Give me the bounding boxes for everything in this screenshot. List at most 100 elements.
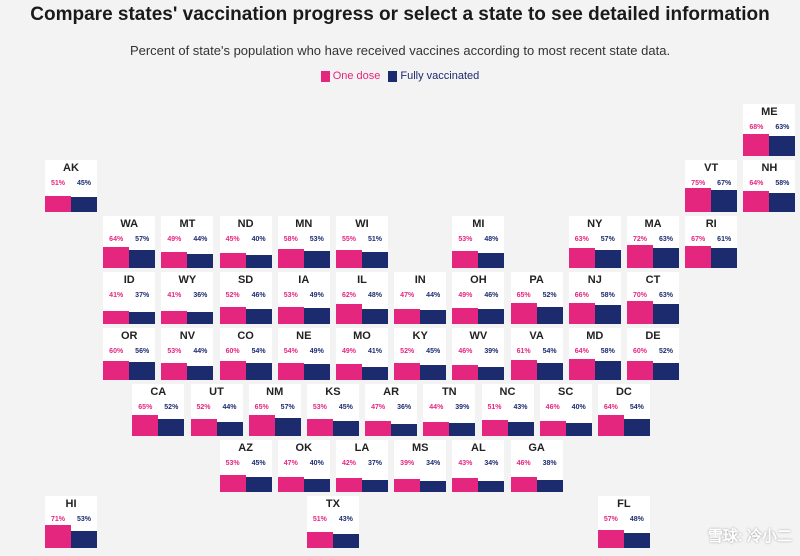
state-tile-wa[interactable]: WA 64% 57% [103,216,156,268]
state-tile-nj[interactable]: NJ 66% 58% [568,272,621,324]
state-tile-tx[interactable]: TX 51% 43% [306,496,359,548]
state-tile-ga[interactable]: GA 46% 38% [510,440,563,492]
state-tile-az[interactable]: AZ 53% 45% [219,440,272,492]
state-tile-id[interactable]: ID 41% 37% [103,272,156,324]
state-tile-or[interactable]: OR 60% 56% [103,328,156,380]
state-tile-ms[interactable]: MS 39% 34% [394,440,447,492]
state-label-de: DE [645,330,661,342]
value-one-dose-ia: 53% [283,292,298,299]
state-tile-ny[interactable]: NY 63% 57% [568,216,621,268]
state-tile-dc[interactable]: DC 64% 54% [597,384,650,436]
bar-one-dose-sc [539,421,566,436]
state-tile-nm[interactable]: NM 65% 57% [248,384,301,436]
value-fully-vaccinated-fl: 48% [629,516,644,523]
bar-fully-vaccinated-al [478,481,505,492]
state-tile-nd[interactable]: ND 45% 40% [219,216,272,268]
value-one-dose-id: 41% [109,292,124,299]
state-tile-ar[interactable]: AR 47% 36% [365,384,418,436]
state-tile-mn[interactable]: MN 58% 53% [277,216,330,268]
state-tile-ak[interactable]: AK 51% 45% [45,160,97,212]
bar-one-dose-de [627,361,653,380]
value-one-dose-ak: 51% [50,180,65,187]
value-fully-vaccinated-mt: 44% [193,236,208,243]
state-tile-nc[interactable]: NC 51% 43% [481,384,534,436]
state-tile-co[interactable]: CO 60% 54% [219,328,272,380]
state-tile-ct[interactable]: CT 70% 63% [627,272,679,324]
state-label-tx: TX [325,498,340,510]
state-tile-ne[interactable]: NE 54% 49% [277,328,330,380]
state-label-ut: UT [209,386,224,398]
state-tile-sc[interactable]: SC 46% 40% [539,384,592,436]
bar-one-dose-oh [452,308,479,324]
state-tile-ma[interactable]: MA 72% 63% [627,216,679,268]
bar-one-dose-me [743,134,770,156]
value-one-dose-la: 42% [341,460,356,467]
state-tile-in[interactable]: IN 47% 44% [394,272,447,324]
state-tile-md[interactable]: MD 64% 58% [568,328,621,380]
value-fully-vaccinated-wv: 39% [484,348,499,355]
value-one-dose-ky: 52% [400,348,415,355]
state-label-ms: MS [411,442,429,454]
state-tile-il[interactable]: IL 62% 48% [336,272,388,324]
state-label-md: MD [586,330,604,342]
state-tile-ut[interactable]: UT 52% 44% [190,384,243,436]
state-tile-mi[interactable]: MI 53% 48% [452,216,505,268]
value-one-dose-mi: 53% [458,236,473,243]
state-label-nc: NC [499,386,516,398]
state-tile-ia[interactable]: IA 53% 49% [277,272,330,324]
state-tile-oh[interactable]: OH 49% 46% [452,272,505,324]
state-tile-mo[interactable]: MO 49% 41% [336,328,388,380]
state-tile-de[interactable]: DE 60% 52% [627,328,679,380]
state-tile-nv[interactable]: NV 53% 44% [161,328,214,380]
state-tile-la[interactable]: LA 42% 37% [336,440,388,492]
legend-item-fully-vaccinated[interactable]: Fully vaccinated [388,70,479,82]
value-fully-vaccinated-ms: 34% [426,460,441,467]
bar-fully-vaccinated-wv [478,367,505,380]
bar-one-dose-al [452,478,479,492]
state-label-co: CO [237,330,254,342]
state-tile-tn[interactable]: TN 44% 39% [423,384,476,436]
state-label-ne: NE [296,330,312,342]
bar-fully-vaccinated-ny [594,250,621,268]
state-tile-al[interactable]: AL 43% 34% [452,440,505,492]
state-tile-vt[interactable]: VT 75% 67% [685,160,738,212]
value-one-dose-ms: 39% [400,460,415,467]
state-tile-fl[interactable]: FL 57% 48% [597,496,650,548]
bar-fully-vaccinated-ok [303,479,330,492]
value-fully-vaccinated-nc: 43% [513,404,528,411]
legend-item-one-dose[interactable]: One dose [320,70,380,82]
state-tile-ok[interactable]: OK 47% 40% [277,440,330,492]
state-tile-wv[interactable]: WV 46% 39% [452,328,505,380]
state-tile-ca[interactable]: CA 65% 52% [132,384,185,436]
state-tile-wi[interactable]: WI 55% 51% [336,216,388,268]
bar-one-dose-sd [219,307,246,324]
value-one-dose-ri: 67% [691,236,706,243]
state-label-mi: MI [472,218,485,230]
value-one-dose-nh: 64% [749,180,764,187]
value-one-dose-wi: 55% [341,236,356,243]
state-label-ga: GA [528,442,545,454]
state-tile-sd[interactable]: SD 52% 46% [219,272,272,324]
state-tile-ri[interactable]: RI 67% 61% [685,216,738,268]
state-label-tn: TN [441,386,457,398]
state-tile-va[interactable]: VA 61% 54% [510,328,563,380]
bar-fully-vaccinated-ak [71,197,97,212]
state-tile-mt[interactable]: MT 49% 44% [161,216,214,268]
bar-fully-vaccinated-ut [216,422,243,436]
state-tile-ks[interactable]: KS 53% 45% [306,384,359,436]
value-fully-vaccinated-ak: 45% [76,180,91,187]
state-tile-nh[interactable]: NH 64% 58% [743,160,796,212]
state-tile-pa[interactable]: PA 65% 52% [510,272,563,324]
state-label-dc: DC [615,386,632,398]
bar-one-dose-mi [452,251,479,268]
bar-fully-vaccinated-nj [594,305,621,324]
state-label-ny: NY [587,218,603,230]
state-tile-wy[interactable]: WY 41% 36% [161,272,214,324]
bar-fully-vaccinated-nv [187,366,214,380]
state-tile-hi[interactable]: HI 71% 53% [45,496,97,548]
state-label-in: IN [414,274,426,286]
bar-fully-vaccinated-co [245,363,272,380]
bar-fully-vaccinated-de [653,363,679,380]
state-tile-ky[interactable]: KY 52% 45% [394,328,447,380]
state-tile-me[interactable]: ME 68% 63% [743,104,796,156]
